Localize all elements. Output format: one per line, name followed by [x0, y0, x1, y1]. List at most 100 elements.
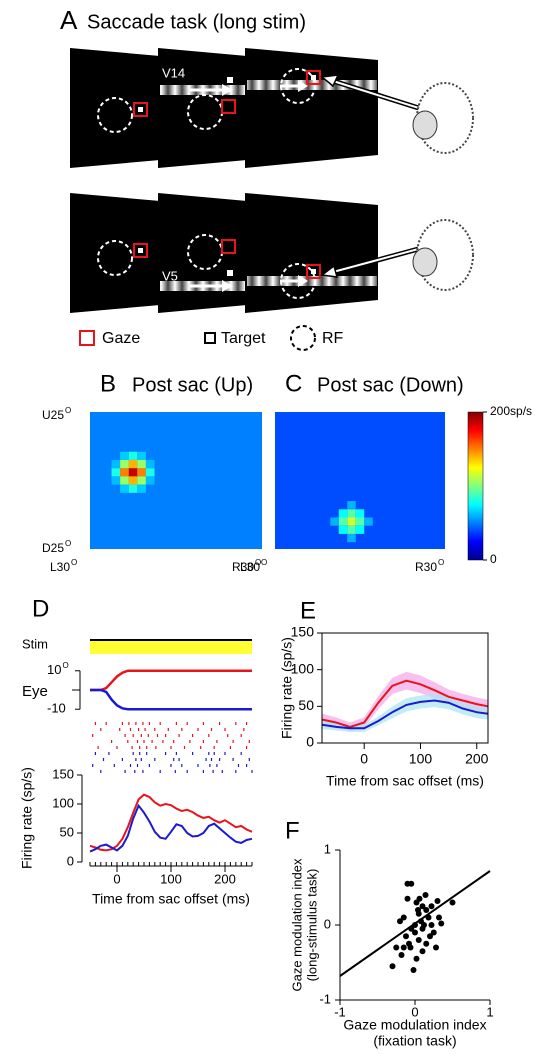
heatmap-cell — [137, 459, 146, 469]
degree-mark: O — [65, 539, 71, 548]
y-axis-label: (long-stimulus task) — [304, 869, 319, 982]
screens-row-2 — [70, 193, 474, 313]
degree-mark: O — [65, 406, 71, 415]
heatmap-cell — [128, 459, 138, 469]
scatter-point — [415, 907, 421, 913]
heatmap-cell — [137, 484, 146, 493]
scatter-point — [423, 940, 430, 947]
degree-mark: O — [71, 558, 77, 567]
heatmap-cell — [120, 459, 129, 469]
eye-trace — [90, 688, 252, 711]
scatter-point — [410, 967, 417, 973]
mean-line — [321, 699, 489, 730]
scatter-point — [416, 895, 423, 902]
eye-label: Eye — [22, 683, 48, 700]
scatter-point — [427, 933, 433, 940]
heatmap-cell — [355, 525, 365, 534]
stim-label: V5 — [162, 268, 178, 283]
heatmap-cell — [128, 468, 138, 477]
panel-label: E — [300, 597, 316, 624]
heatmap-cell — [111, 468, 121, 477]
y-tick-label: 0 — [306, 734, 314, 750]
heatmap-cell — [137, 468, 146, 477]
colorbar — [467, 411, 484, 561]
x-tick-label: 100 — [409, 751, 433, 767]
y-tick-label: 100 — [52, 795, 74, 810]
stim-bar — [90, 640, 252, 654]
y-axis-label: Firing rate (sp/s) — [279, 637, 295, 739]
scatter-point — [423, 907, 430, 913]
x-axis-label: Time from sac offset (ms) — [92, 891, 250, 907]
heatmap-cell — [347, 533, 356, 543]
degree-mark: O — [62, 661, 68, 670]
heatmap-cell — [338, 517, 348, 526]
colorbar-label: 200sp/s — [490, 404, 532, 418]
panel-label: D — [32, 595, 49, 622]
legend-label: Gaze — [102, 330, 140, 347]
scatter-point — [415, 937, 422, 943]
heatmap-cell — [128, 484, 138, 493]
panel-title: Saccade task (long stim) — [87, 11, 306, 33]
x-tick-label: 200 — [465, 751, 489, 767]
heatmap-cell — [120, 476, 129, 485]
screens-row-1 — [70, 48, 474, 168]
x-axis-label: (fixation task) — [373, 1033, 456, 1049]
eye-tick-label: 10 — [47, 662, 61, 677]
scatter-point — [389, 963, 396, 970]
scatter-point — [434, 898, 441, 904]
scatter-point — [403, 933, 409, 940]
heatmap-cell — [338, 509, 348, 518]
legend-label: RF — [322, 330, 344, 347]
rate-line — [89, 793, 253, 852]
panel-label: A — [60, 5, 78, 35]
y-tick-label: 150 — [52, 766, 74, 781]
plot-frame — [321, 632, 489, 744]
y-tick-label: 1 — [324, 841, 331, 856]
heatmap-cell — [355, 509, 365, 518]
degree-mark: O — [255, 558, 261, 567]
heatmap-cell — [120, 484, 129, 493]
x-axis-label: Gaze modulation index — [343, 1017, 486, 1033]
panel-title: Post sac (Up) — [132, 374, 253, 396]
x-tick-label: 0 — [360, 751, 368, 767]
y-tick-label: -1 — [319, 991, 331, 1006]
y-axis-label: Firing rate (sp/s) — [19, 767, 35, 869]
heatmap-cell — [355, 517, 365, 526]
heatmap-cell — [338, 525, 348, 534]
heatmap-cell — [128, 476, 138, 485]
panel-label: F — [285, 817, 300, 844]
heatmap-cell — [137, 476, 146, 485]
degree-mark: O — [261, 558, 267, 567]
x-tick-label: 0 — [113, 871, 120, 886]
eye-tick-label: -10 — [47, 701, 66, 716]
axis-label: L30 — [240, 560, 260, 574]
eye-trace — [90, 669, 252, 692]
heatmap-cell — [111, 459, 121, 469]
y-tick-label: 50 — [298, 697, 314, 713]
panel-a: A Saccade task (long stim) V14 V5 Gaze T… — [60, 5, 474, 351]
rate-line — [89, 803, 253, 853]
scatter-point — [412, 922, 418, 928]
panel-label: C — [285, 370, 302, 397]
y-tick-label: 150 — [291, 624, 315, 640]
axis-label: L30 — [50, 560, 70, 574]
scatter-point — [428, 903, 435, 910]
x-tick-label: 100 — [160, 871, 182, 886]
x-tick-label: 200 — [214, 871, 236, 886]
scatter-point — [404, 895, 411, 902]
scatter-point — [433, 944, 439, 951]
x-tick-label: -1 — [334, 1004, 346, 1019]
scatter-point — [404, 880, 411, 887]
scatter-point — [422, 892, 429, 898]
axis-label: R30 — [232, 560, 254, 574]
degree-mark: O — [438, 558, 444, 567]
scatter-point — [438, 920, 445, 927]
scatter-point — [398, 952, 405, 958]
y-axis-label: Gaze modulation index — [289, 858, 304, 991]
scatter-point — [413, 955, 420, 962]
axis-label: D25 — [42, 541, 64, 555]
mean-line — [321, 679, 489, 728]
heatmap-cell — [347, 509, 356, 518]
stim-label: Stim — [22, 636, 48, 651]
